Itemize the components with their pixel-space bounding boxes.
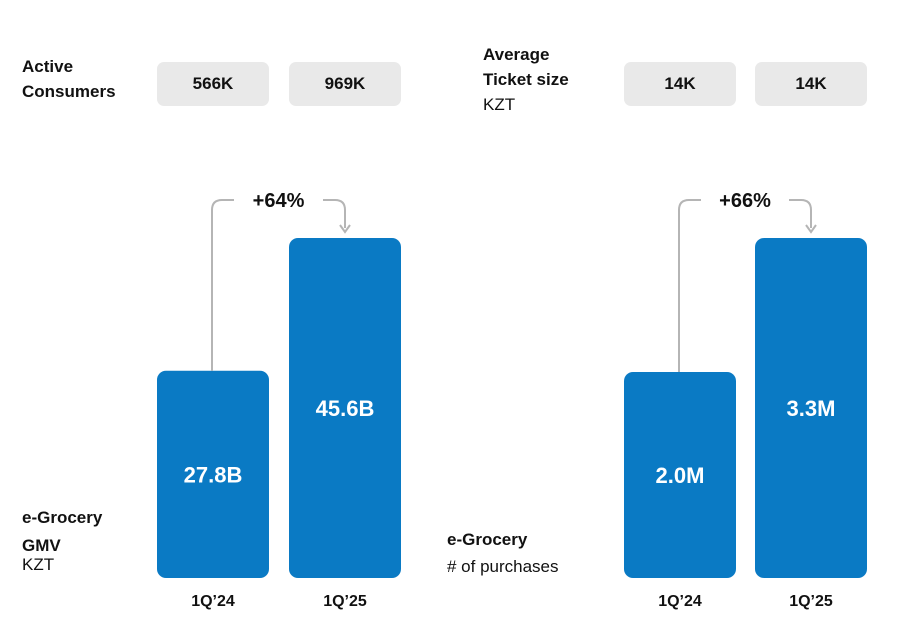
gmv-chart-title-line2: GMV: [22, 536, 61, 555]
purchases-bar-value-label-1: 3.3M: [787, 396, 836, 421]
purchases-growth-arrowhead: [805, 224, 817, 234]
purchases-growth-connector-right: [789, 199, 812, 228]
purchases-growth-connector-left: [678, 199, 701, 372]
purchases-growth-label: +66%: [719, 190, 771, 212]
avg-ticket-label-line1: Average: [483, 45, 550, 64]
gmv-bar-value-label-1: 45.6B: [316, 396, 375, 421]
gmv-x-tick-label-0: 1Q’24: [191, 593, 235, 610]
gmv-bar-0: [157, 370, 269, 578]
purchases-chart-title-line1: e-Grocery: [447, 530, 528, 549]
gmv-chart-title-line1: e-Grocery: [22, 508, 103, 527]
active-consumers-label-line2: Consumers: [22, 82, 116, 101]
gmv-growth-label: +64%: [253, 190, 305, 212]
gmv-growth-connector-left: [211, 199, 234, 371]
purchases-bar-value-label-0: 2.0M: [656, 463, 705, 488]
purchases-chart-title-line2: # of purchases: [447, 557, 559, 576]
gmv-chart-title: e-Grocery GMV KZT: [22, 505, 102, 574]
avg-ticket-label-line2: Ticket size: [483, 70, 569, 89]
purchases-chart-title: e-Grocery # of purchases: [447, 527, 559, 579]
active-consumers-label: Active Consumers: [22, 54, 116, 104]
purchases-x-tick-label-0: 1Q’24: [658, 593, 702, 610]
avg-ticket-value-1q25: 14K: [755, 62, 867, 106]
avg-ticket-label: Average Ticket size KZT: [483, 42, 569, 117]
gmv-x-tick-label-1: 1Q’25: [323, 593, 367, 610]
purchases-bar-1: [755, 238, 867, 578]
active-consumers-label-line1: Active: [22, 57, 74, 76]
gmv-bar-1: [289, 238, 401, 578]
gmv-growth-arrowhead: [339, 224, 351, 234]
purchases-x-tick-label-1: 1Q’25: [789, 593, 833, 610]
purchases-bar-0: [624, 371, 736, 578]
gmv-bar-value-label-0: 27.8B: [184, 462, 243, 487]
gmv-chart-unit: KZT: [22, 555, 55, 574]
active-consumers-value-1q25: 969K: [289, 62, 401, 106]
gmv-growth-connector-right: [323, 199, 346, 228]
active-consumers-value-1q24: 566K: [157, 62, 269, 106]
avg-ticket-value-1q24: 14K: [624, 62, 736, 106]
avg-ticket-unit: KZT: [483, 95, 516, 114]
